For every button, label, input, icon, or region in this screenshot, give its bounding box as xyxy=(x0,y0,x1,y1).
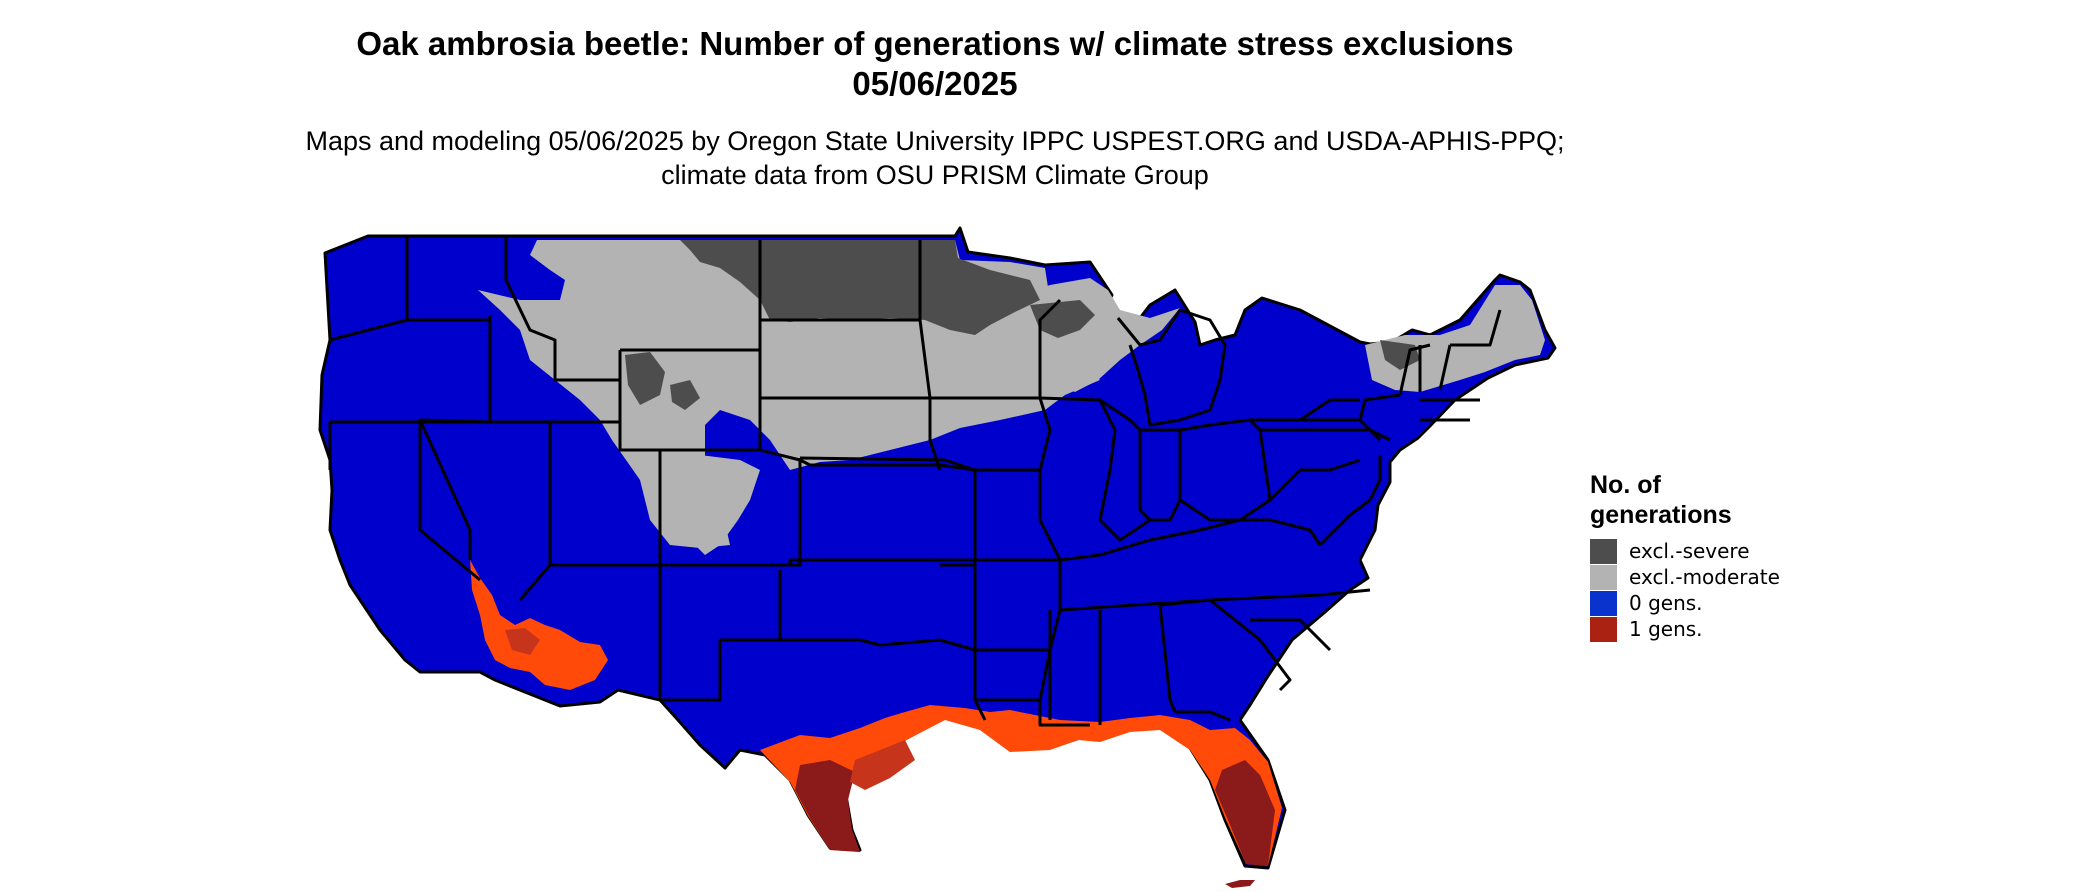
legend-items: excl.-severe excl.-moderate 0 gens. 1 gens. xyxy=(1590,538,1790,642)
legend-label: 1 gens. xyxy=(1629,617,1703,641)
excl-severe-wyoming-patches xyxy=(625,352,665,405)
legend-item: excl.-severe xyxy=(1590,538,1790,564)
excl-moderate-new-england xyxy=(1365,285,1545,392)
one-gen-texas-mid xyxy=(850,740,915,790)
excl-severe-maine xyxy=(1380,340,1420,370)
legend-item: excl.-moderate xyxy=(1590,564,1790,590)
one-gen-florida-keys xyxy=(1225,880,1255,888)
legend-swatch xyxy=(1590,538,1617,564)
one-gen-gulf-coast xyxy=(760,705,1282,866)
legend-label: excl.-moderate xyxy=(1629,565,1780,589)
legend-swatch xyxy=(1590,590,1617,616)
map-title: Oak ambrosia beetle: Number of generatio… xyxy=(356,25,1514,102)
one-gen-southwest-dark xyxy=(505,628,540,655)
excl-severe-wyoming-patches-2 xyxy=(670,380,700,410)
legend-item: 0 gens. xyxy=(1590,590,1790,616)
legend-label: excl.-severe xyxy=(1629,539,1750,563)
state-borders xyxy=(328,236,1502,727)
legend-item: 1 gens. xyxy=(1590,616,1790,642)
legend-label: 0 gens. xyxy=(1629,591,1703,615)
map-subtitle: Maps and modeling 05/06/2025 by Oregon S… xyxy=(305,126,1565,190)
one-gen-south-texas-dark xyxy=(795,760,860,852)
one-gen-southwest xyxy=(470,560,608,690)
excl-severe-north-dakota-minnesota xyxy=(680,240,1040,335)
legend-title: No. of generations xyxy=(1590,471,1732,529)
legend-swatch xyxy=(1590,564,1617,590)
excl-moderate-colorado xyxy=(665,455,760,555)
legend-swatch xyxy=(1590,616,1617,642)
map-legend: No. of generations excl.-severe excl.-mod… xyxy=(1590,470,1790,642)
excl-severe-wisconsin xyxy=(1030,300,1095,338)
one-gen-florida-dark xyxy=(1215,760,1275,866)
